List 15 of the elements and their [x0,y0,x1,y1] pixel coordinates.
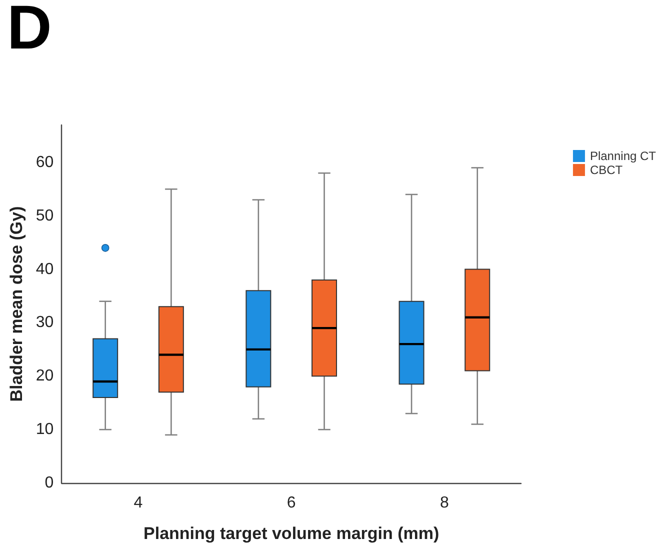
legend-label: CBCT [590,163,624,177]
x-tick-label: 8 [440,494,449,512]
x-tick-label: 6 [286,494,296,512]
chart-title: D [7,0,52,62]
y-tick-label: 10 [36,421,54,438]
legend-label: Planning CT [590,149,657,163]
x-tick-label: 4 [134,494,143,512]
y-tick-label: 40 [36,260,54,278]
y-tick-label: 60 [36,154,54,171]
y-tick-label: 50 [36,207,54,224]
y-axis-title: Bladder mean dose (Gy) [7,206,26,402]
y-tick-label: 30 [36,314,54,332]
y-tick-label: 0 [44,474,54,492]
x-axis-title: Planning target volume margin (mm) [144,524,440,543]
y-tick-label: 20 [36,368,54,385]
